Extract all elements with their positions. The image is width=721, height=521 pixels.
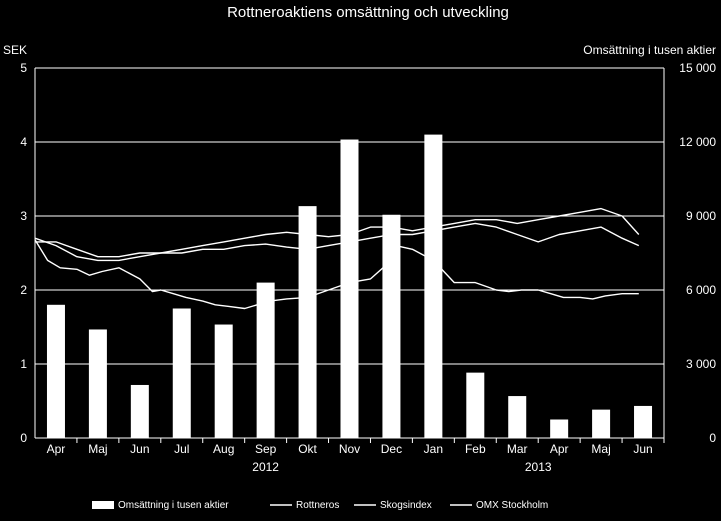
- x-tick-label: Apr: [47, 442, 66, 456]
- legend: Omsättning i tusen aktier Rottneros Skogsi…: [92, 500, 548, 511]
- line-skogsindex: [35, 207, 640, 258]
- x-tick-label: Jun: [633, 442, 652, 456]
- x-tick-label: Apr: [550, 442, 569, 456]
- legend-label: Rottneros: [296, 500, 339, 511]
- right-axis-label: Omsättning i tusen aktier: [583, 43, 716, 57]
- year-label: 2013: [525, 460, 552, 474]
- legend-label: OMX Stockholm: [476, 500, 548, 511]
- x-tick-label: Nov: [339, 442, 360, 456]
- left-axis-ticks: 0 1 2 3 4 5: [20, 61, 27, 445]
- x-tick-label: Jan: [424, 442, 443, 456]
- year-labels: 2012 2013: [252, 460, 552, 474]
- left-tick-label: 0: [20, 431, 27, 445]
- bar: [550, 419, 569, 438]
- x-tick-label: Jul: [174, 442, 189, 456]
- right-tick-label: 15 000: [679, 61, 716, 75]
- bar: [256, 282, 275, 438]
- left-tick-label: 2: [20, 283, 27, 297]
- legend-label: Omsättning i tusen aktier: [118, 500, 229, 511]
- bar: [466, 372, 485, 438]
- left-tick-label: 1: [20, 357, 27, 371]
- bar-series: [46, 134, 653, 439]
- bar: [382, 214, 401, 438]
- x-tick-label: Dec: [381, 442, 402, 456]
- x-tick-label: Aug: [213, 442, 234, 456]
- right-tick-label: 6 000: [686, 283, 716, 297]
- bar: [298, 206, 317, 438]
- x-tick-label: Maj: [591, 442, 610, 456]
- bar: [130, 384, 149, 438]
- bar: [88, 329, 107, 438]
- legend-label: Skogsindex: [380, 500, 432, 511]
- legend-swatch-bar: [92, 501, 114, 509]
- left-axis-label: SEK: [3, 43, 27, 57]
- year-label: 2012: [252, 460, 279, 474]
- bar: [592, 409, 611, 438]
- x-tick-label: Maj: [88, 442, 107, 456]
- left-tick-label: 4: [20, 135, 27, 149]
- right-tick-label: 0: [709, 431, 716, 445]
- right-tick-label: 12 000: [679, 135, 716, 149]
- right-axis-ticks: 0 3 000 6 000 9 000 12 000 15 000: [679, 61, 716, 445]
- x-tick-label: Okt: [298, 442, 317, 456]
- chart-title: Rottneroaktiens omsättning och utvecklin…: [227, 4, 509, 21]
- x-tick-label: Sep: [255, 442, 277, 456]
- right-tick-label: 3 000: [686, 357, 716, 371]
- left-tick-label: 5: [20, 61, 27, 75]
- line-omx-stockholm: [34, 222, 640, 262]
- bar: [172, 308, 191, 438]
- x-tick-label: Mar: [507, 442, 528, 456]
- bar: [634, 405, 653, 438]
- bar: [214, 324, 233, 438]
- bar: [508, 396, 527, 438]
- line-series: [34, 207, 640, 310]
- right-tick-label: 9 000: [686, 209, 716, 223]
- bar: [46, 304, 65, 438]
- bar: [424, 134, 443, 438]
- bar: [340, 139, 359, 439]
- x-tick-label: Jun: [130, 442, 149, 456]
- x-tick-label: Feb: [465, 442, 486, 456]
- left-tick-label: 3: [20, 209, 27, 223]
- x-axis-ticks: Apr Maj Jun Jul Aug Sep Okt Nov Dec Jan Feb Mar Apr M…: [47, 438, 665, 456]
- line-rottneros: [34, 239, 639, 310]
